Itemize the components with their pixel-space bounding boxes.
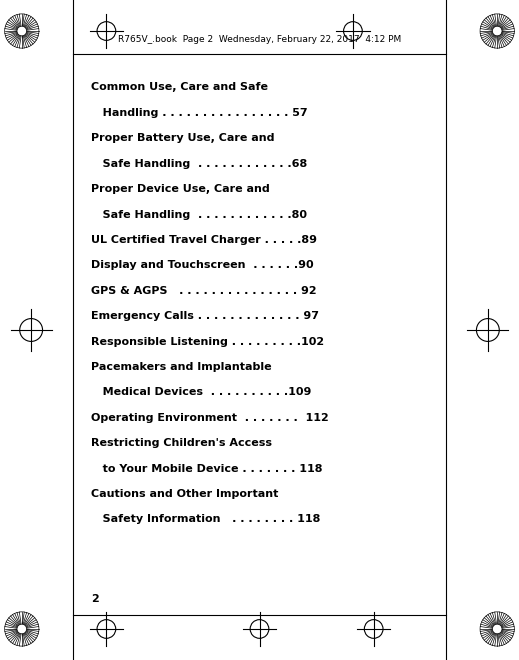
Text: Cautions and Other Important: Cautions and Other Important bbox=[91, 489, 278, 499]
Text: Handling . . . . . . . . . . . . . . . . 57: Handling . . . . . . . . . . . . . . . .… bbox=[91, 108, 307, 118]
Text: Safe Handling  . . . . . . . . . . . .68: Safe Handling . . . . . . . . . . . .68 bbox=[91, 158, 307, 169]
Text: Safe Handling  . . . . . . . . . . . .80: Safe Handling . . . . . . . . . . . .80 bbox=[91, 210, 307, 220]
Ellipse shape bbox=[17, 26, 26, 36]
Text: Medical Devices  . . . . . . . . . .109: Medical Devices . . . . . . . . . .109 bbox=[91, 387, 311, 397]
Text: Proper Battery Use, Care and: Proper Battery Use, Care and bbox=[91, 133, 275, 143]
Text: GPS & AGPS   . . . . . . . . . . . . . . . 92: GPS & AGPS . . . . . . . . . . . . . . .… bbox=[91, 286, 317, 296]
Text: Operating Environment  . . . . . . .  112: Operating Environment . . . . . . . 112 bbox=[91, 413, 329, 423]
Text: Proper Device Use, Care and: Proper Device Use, Care and bbox=[91, 184, 269, 194]
Text: Emergency Calls . . . . . . . . . . . . . 97: Emergency Calls . . . . . . . . . . . . … bbox=[91, 312, 319, 321]
Text: Responsible Listening . . . . . . . . .102: Responsible Listening . . . . . . . . .1… bbox=[91, 337, 324, 347]
Ellipse shape bbox=[493, 26, 502, 36]
Ellipse shape bbox=[493, 624, 502, 634]
Text: Pacemakers and Implantable: Pacemakers and Implantable bbox=[91, 362, 271, 372]
Text: R765V_.book  Page 2  Wednesday, February 22, 2017  4:12 PM: R765V_.book Page 2 Wednesday, February 2… bbox=[118, 35, 401, 44]
Text: Common Use, Care and Safe: Common Use, Care and Safe bbox=[91, 82, 268, 92]
Ellipse shape bbox=[17, 624, 26, 634]
Text: Display and Touchscreen  . . . . . .90: Display and Touchscreen . . . . . .90 bbox=[91, 261, 313, 271]
Text: UL Certified Travel Charger . . . . .89: UL Certified Travel Charger . . . . .89 bbox=[91, 235, 317, 245]
Text: Safety Information   . . . . . . . . 118: Safety Information . . . . . . . . 118 bbox=[91, 515, 320, 525]
Text: to Your Mobile Device . . . . . . . 118: to Your Mobile Device . . . . . . . 118 bbox=[91, 463, 322, 474]
Text: Restricting Children's Access: Restricting Children's Access bbox=[91, 438, 272, 448]
Text: 2: 2 bbox=[91, 594, 99, 605]
